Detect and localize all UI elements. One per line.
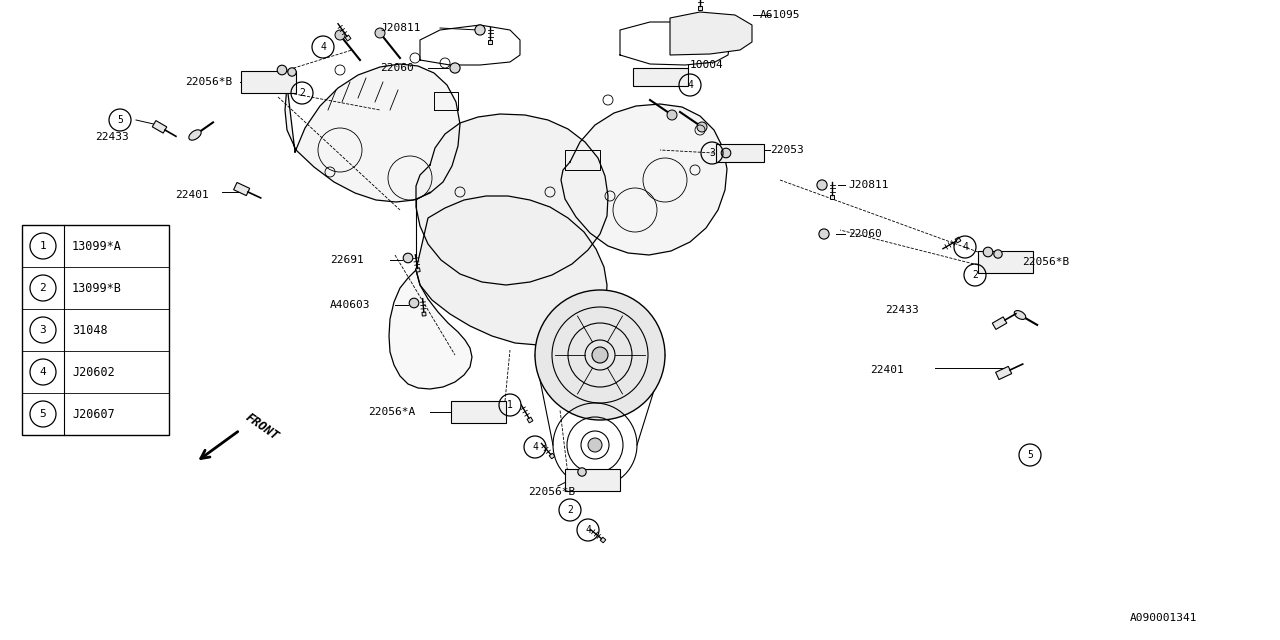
Polygon shape [698,6,703,10]
Text: 13099*A: 13099*A [72,239,122,253]
Text: 5: 5 [116,115,123,125]
Circle shape [698,122,707,132]
Polygon shape [831,195,833,199]
Text: 13099*B: 13099*B [72,282,122,294]
Text: FRONT: FRONT [243,411,282,443]
Text: 4: 4 [585,525,591,535]
Circle shape [819,229,829,239]
Circle shape [288,68,296,76]
Polygon shape [669,12,753,55]
Text: 4: 4 [532,442,538,452]
Circle shape [817,180,827,190]
Text: J20602: J20602 [72,365,115,378]
Polygon shape [527,417,532,423]
Text: 4: 4 [320,42,326,52]
Text: A090001341: A090001341 [1130,613,1198,623]
Text: 22433: 22433 [95,132,129,142]
Text: 3: 3 [40,325,46,335]
Text: 10004: 10004 [690,60,723,70]
Polygon shape [285,64,460,202]
Text: 2: 2 [300,88,305,98]
Text: 3: 3 [709,148,716,158]
Polygon shape [992,317,1007,330]
Text: 22691: 22691 [330,255,364,265]
Circle shape [591,347,608,363]
Text: 31048: 31048 [72,323,108,337]
Text: A40603: A40603 [330,300,370,310]
Circle shape [983,247,993,257]
Bar [22,225,169,435]
Text: J20607: J20607 [72,408,115,420]
Polygon shape [561,104,727,255]
Circle shape [410,298,419,308]
Polygon shape [152,120,166,133]
Bar [632,68,687,86]
Ellipse shape [189,130,201,140]
Text: 22056*B: 22056*B [1021,257,1069,267]
Polygon shape [389,270,472,389]
Polygon shape [488,40,492,44]
Circle shape [535,290,666,420]
Circle shape [375,28,385,38]
Circle shape [278,65,287,75]
Text: 4: 4 [687,80,692,90]
Bar [241,71,296,93]
Text: 22056*B: 22056*B [529,487,575,497]
Text: J20811: J20811 [849,180,888,190]
Polygon shape [549,453,554,459]
Text: 1: 1 [40,241,46,251]
Circle shape [577,468,586,476]
Circle shape [993,250,1002,258]
Circle shape [721,148,731,158]
Circle shape [475,25,485,35]
Polygon shape [416,268,420,272]
Text: 2: 2 [40,283,46,293]
Polygon shape [996,366,1011,380]
Text: 22056*B: 22056*B [186,77,232,87]
Polygon shape [416,196,607,345]
Text: 22056*A: 22056*A [369,407,415,417]
Text: J20811: J20811 [380,23,421,33]
Polygon shape [600,537,605,543]
Polygon shape [416,114,608,285]
Text: 22401: 22401 [175,190,209,200]
Circle shape [335,30,346,40]
Text: 1: 1 [507,400,513,410]
Circle shape [588,438,602,452]
Text: 5: 5 [40,409,46,419]
Circle shape [449,63,460,73]
Text: 22053: 22053 [771,145,804,155]
Text: 2: 2 [972,270,978,280]
Bar [564,469,620,491]
Bar [978,251,1033,273]
Text: 4: 4 [963,242,968,252]
Text: 22060: 22060 [380,63,413,73]
Polygon shape [955,237,961,243]
Text: 4: 4 [40,367,46,377]
Text: 5: 5 [1027,450,1033,460]
Text: A61095: A61095 [760,10,800,20]
Ellipse shape [1014,310,1025,319]
Circle shape [667,110,677,120]
Polygon shape [346,35,351,41]
Bar [716,144,764,162]
Text: 2: 2 [567,505,573,515]
Text: 22433: 22433 [884,305,919,315]
Polygon shape [422,312,426,316]
Bar [451,401,506,423]
Circle shape [403,253,412,263]
Text: 22401: 22401 [870,365,904,375]
Polygon shape [234,182,250,196]
Text: 22060: 22060 [849,229,882,239]
